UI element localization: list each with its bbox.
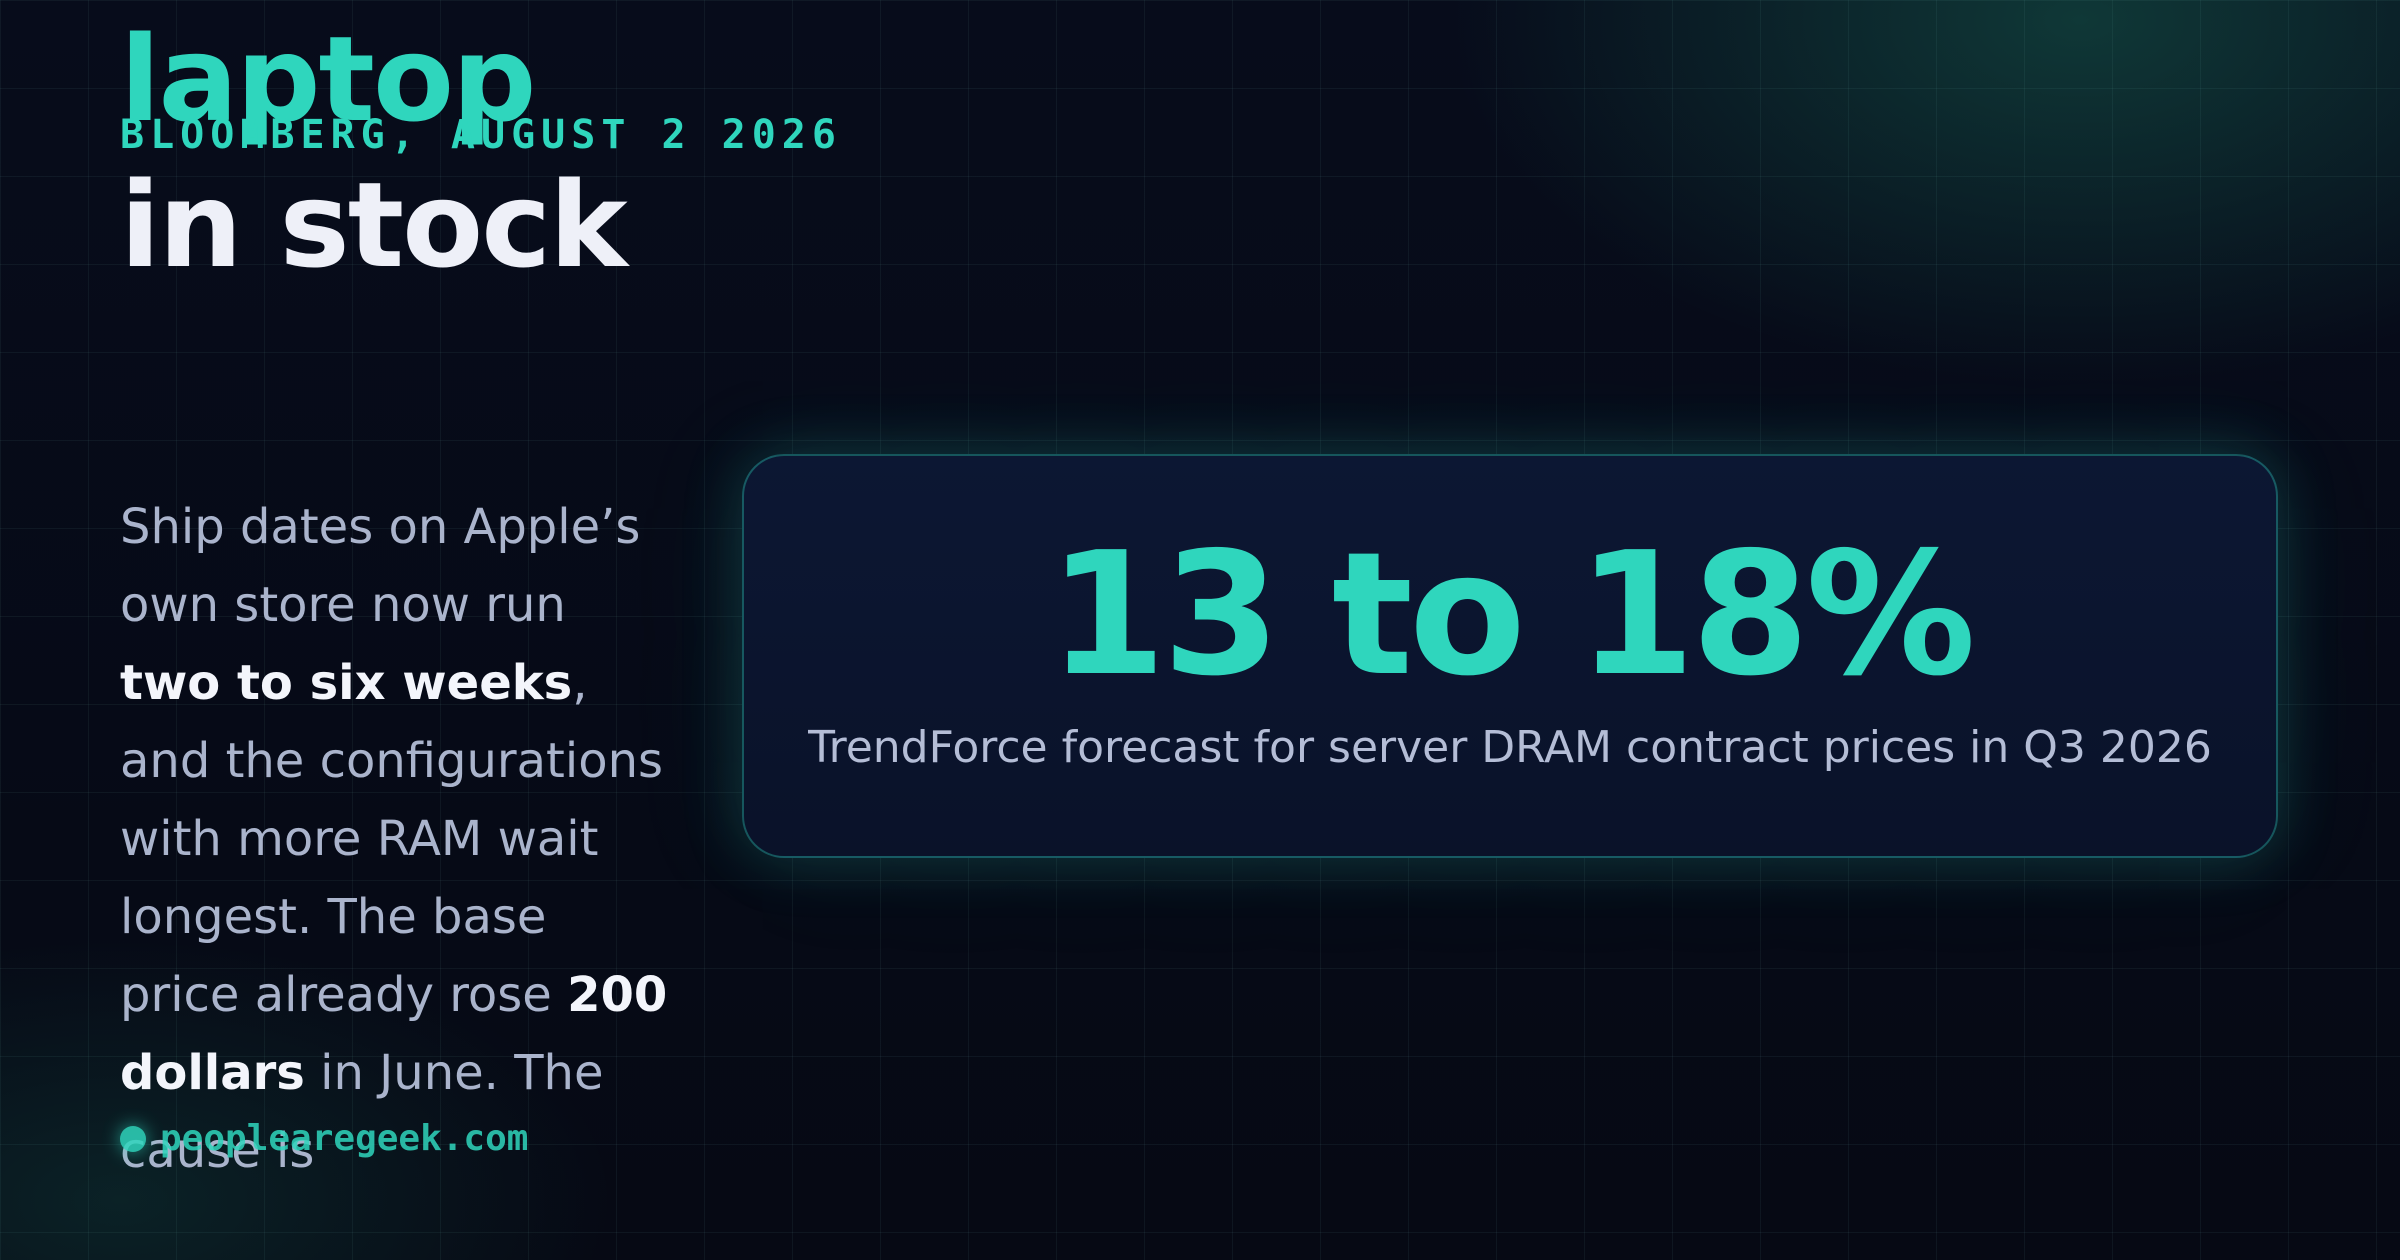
headline-line-laptop: laptop — [120, 10, 536, 148]
body-paragraph: Ship dates on Apple’s own store now run … — [120, 488, 680, 1190]
headline-line-volume: volume — [120, 0, 626, 6]
body-text: in June. The cause is — [120, 1045, 604, 1179]
dateline: BLOOMBERG, AUGUST 2 2026 — [120, 112, 842, 158]
headline: volume laptop in stock — [120, 0, 628, 298]
stat-caption: TrendForce forecast for server DRAM cont… — [808, 722, 2212, 773]
headline-line-in-stock: in stock — [120, 156, 628, 294]
stat-card: 13 to 18% TrendForce forecast for server… — [742, 454, 2278, 858]
body-text: Ship dates on Apple’s own store now run — [120, 499, 641, 633]
source-credit: peoplearegeek.com — [120, 1118, 528, 1159]
stat-value: 13 to 18% — [1048, 516, 1976, 714]
body-emphasis: two to six weeks — [120, 655, 573, 711]
dot-icon — [120, 1125, 146, 1152]
source-label: peoplearegeek.com — [160, 1118, 529, 1159]
body-text: , and the configurations with more RAM w… — [120, 655, 663, 1023]
body-emphasis: 200 dollars — [120, 967, 668, 1101]
